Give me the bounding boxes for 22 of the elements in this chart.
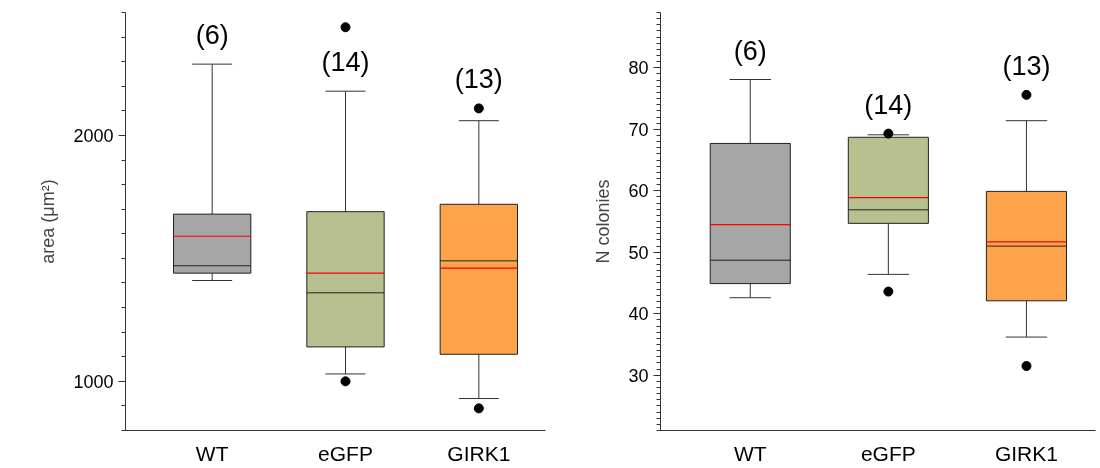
annotation: (14)	[864, 89, 913, 120]
y-tick-label: 70	[628, 119, 649, 140]
x-tick-label: WT	[195, 441, 229, 465]
y-tick-label: 30	[628, 365, 649, 386]
annotation: (6)	[195, 20, 229, 51]
y-axis-title: N colonies	[593, 179, 614, 264]
y-tick-label: 80	[628, 58, 649, 79]
y-tick-label: 50	[628, 242, 649, 263]
annotation: (13)	[454, 64, 503, 95]
annotation: (13)	[1002, 50, 1051, 81]
y-axis-title: area (μm²)	[38, 179, 59, 264]
x-tick-label: GIRK1	[994, 441, 1058, 465]
x-tick-label: WT	[733, 441, 767, 465]
annotation: (14)	[321, 47, 370, 78]
y-tick-label: 60	[628, 181, 649, 202]
annotation: (6)	[733, 35, 767, 66]
x-tick-label: eGFP	[318, 441, 373, 465]
y-tick-label: 40	[628, 304, 649, 325]
y-tick-label: 1000	[73, 371, 114, 392]
y-tick-label: 2000	[73, 125, 114, 146]
x-tick-label: eGFP	[860, 441, 916, 465]
x-tick-label: GIRK1	[447, 441, 511, 465]
